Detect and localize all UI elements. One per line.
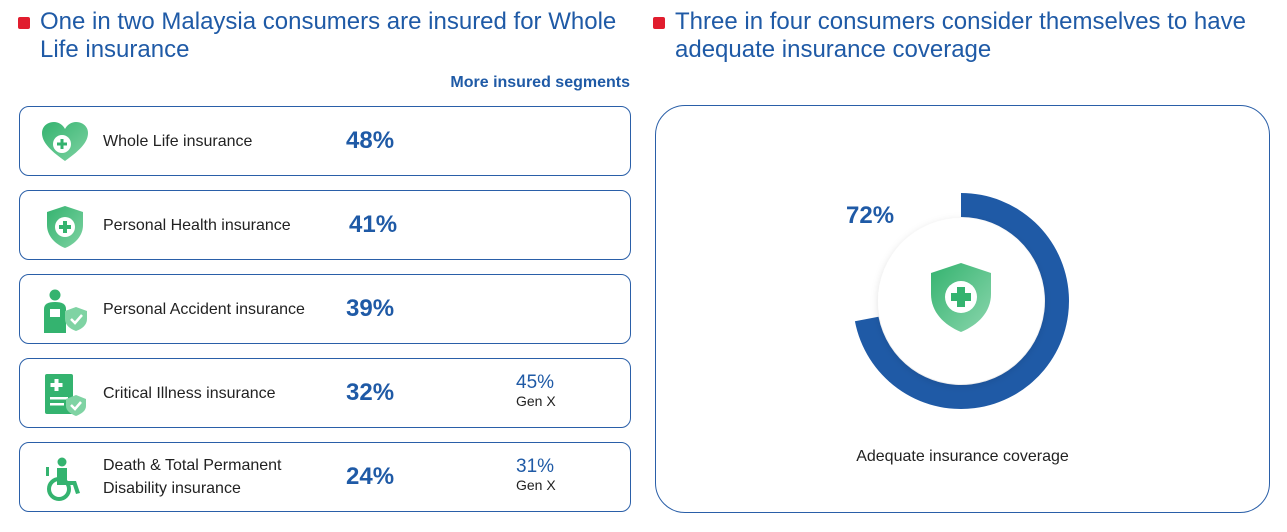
red-bullet [18, 17, 30, 29]
row-label: Personal Accident insurance [103, 300, 305, 318]
segment-callout: 31% Gen X [516, 456, 556, 494]
insurance-row: Whole Life insurance 48% [19, 106, 631, 176]
left-heading-text: One in two Malaysia consumers are insure… [40, 8, 617, 63]
donut-value-label: 72% [846, 202, 895, 229]
insurance-row: Personal Accident insurance 39% [19, 274, 631, 344]
coverage-donut-chart [854, 193, 1069, 409]
right-heading: Three in four consumers consider themsel… [653, 8, 1273, 64]
medical-document-icon [40, 373, 90, 417]
insurance-row: Critical Illness insurance 32% 45% Gen X [19, 358, 631, 428]
red-bullet [653, 17, 665, 29]
donut-caption: Adequate insurance coverage [856, 448, 1069, 465]
row-label: Critical Illness insurance [103, 384, 276, 402]
shield-plus-icon [931, 263, 991, 332]
row-percentage: 32% [346, 379, 395, 406]
row-label: Death & Total Permanent Disability insur… [103, 457, 282, 497]
segment-value: 45% [516, 372, 555, 393]
row-label: Personal Health insurance [103, 216, 291, 234]
segment-name: Gen X [516, 477, 556, 493]
row-percentage: 39% [346, 295, 395, 322]
row-percentage: 24% [346, 463, 395, 490]
wheelchair-icon [40, 457, 90, 501]
right-heading-text: Three in four consumers consider themsel… [675, 8, 1246, 63]
row-label: Whole Life insurance [103, 132, 253, 150]
segment-name: Gen X [516, 393, 556, 409]
left-heading: One in two Malaysia consumers are insure… [18, 8, 618, 64]
shield-plus-icon [40, 205, 90, 249]
insurance-row: Personal Health insurance 41% [19, 190, 631, 260]
row-percentage: 41% [349, 211, 398, 238]
injured-person-icon [40, 289, 90, 333]
segment-value: 31% [516, 456, 555, 477]
segment-callout: 45% Gen X [516, 372, 556, 410]
row-percentage: 48% [346, 127, 395, 154]
heart-plus-icon [40, 121, 90, 165]
insurance-row: Death & Total Permanent Disability insur… [19, 442, 631, 512]
segments-header: More insured segments [450, 74, 630, 91]
coverage-panel: 72% Adequate insurance coverage [655, 105, 1270, 513]
